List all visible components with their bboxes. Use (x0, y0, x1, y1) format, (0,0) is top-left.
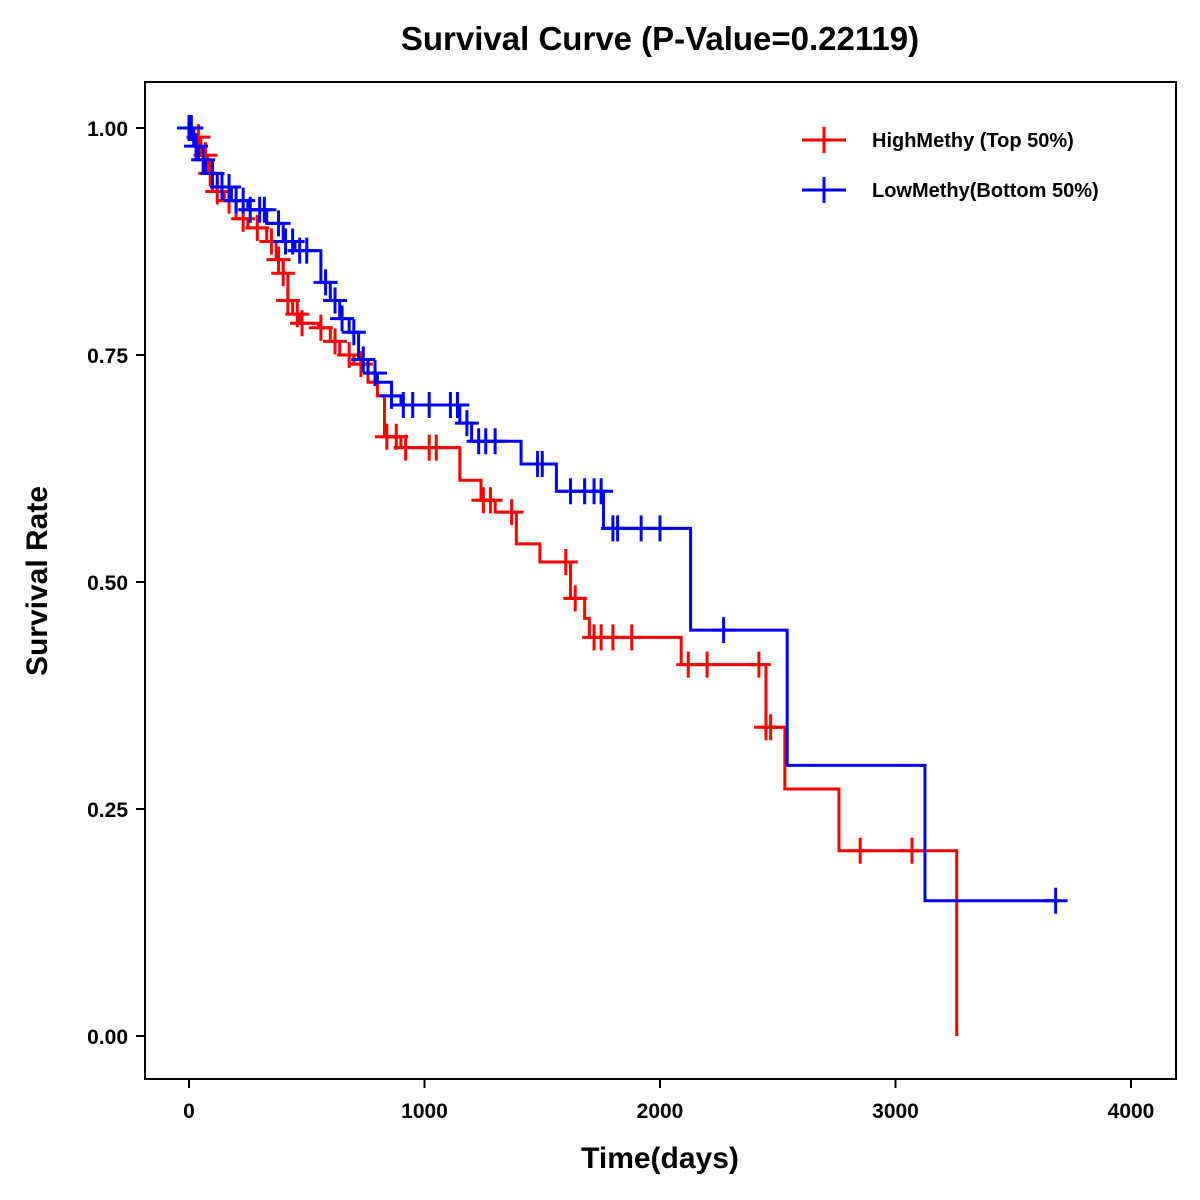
x-axis: 0 1000 2000 3000 4000 (183, 1079, 1154, 1123)
y-tick-label: 0.00 (87, 1026, 128, 1049)
y-tick-label: 0.25 (87, 799, 128, 822)
y-tick-label: 1.00 (87, 118, 128, 141)
chart-title: Survival Curve (P-Value=0.22119) (401, 20, 919, 57)
censor-mark (417, 392, 441, 418)
survival-step-line (189, 128, 1060, 901)
y-axis-label: Survival Rate (21, 486, 54, 676)
curves (177, 115, 1068, 1036)
censor-mark (1044, 888, 1068, 914)
censor-mark (554, 549, 578, 575)
survival-step-line (189, 128, 957, 1036)
censor-mark (500, 499, 524, 525)
y-tick-label: 0.50 (87, 572, 128, 595)
legend: HighMethy (Top 50%) LowMethy(Bottom 50%) (802, 127, 1099, 203)
censor-mark (271, 260, 295, 286)
x-axis-label: Time(days) (581, 1142, 739, 1175)
series-low (177, 115, 1068, 914)
censor-mark (695, 652, 719, 678)
x-tick-label: 3000 (872, 1100, 919, 1123)
censor-mark (900, 838, 924, 864)
legend-label-high: HighMethy (Top 50%) (872, 130, 1074, 152)
censor-mark (530, 451, 554, 477)
y-tick-label: 0.75 (87, 345, 128, 368)
censor-mark (848, 838, 872, 864)
x-tick-label: 0 (183, 1100, 195, 1123)
y-axis: 0.00 0.25 0.50 0.75 1.00 (87, 118, 145, 1049)
legend-label-low: LowMethy(Bottom 50%) (872, 180, 1099, 202)
legend-item-high: HighMethy (Top 50%) (802, 127, 1074, 153)
censor-mark (759, 714, 783, 740)
censor-mark (606, 515, 630, 541)
censor-mark (351, 347, 375, 373)
x-tick-label: 1000 (401, 1100, 448, 1123)
x-tick-label: 2000 (637, 1100, 684, 1123)
series-high (186, 124, 956, 1036)
x-tick-label: 4000 (1108, 1100, 1155, 1123)
survival-chart: Survival Curve (P-Value=0.22119) 0 1000 20… (0, 0, 1200, 1200)
censor-mark (648, 515, 672, 541)
plot-frame (145, 82, 1176, 1079)
censor-mark (712, 617, 736, 643)
legend-item-low: LowMethy(Bottom 50%) (802, 177, 1099, 203)
censor-mark (620, 624, 644, 650)
